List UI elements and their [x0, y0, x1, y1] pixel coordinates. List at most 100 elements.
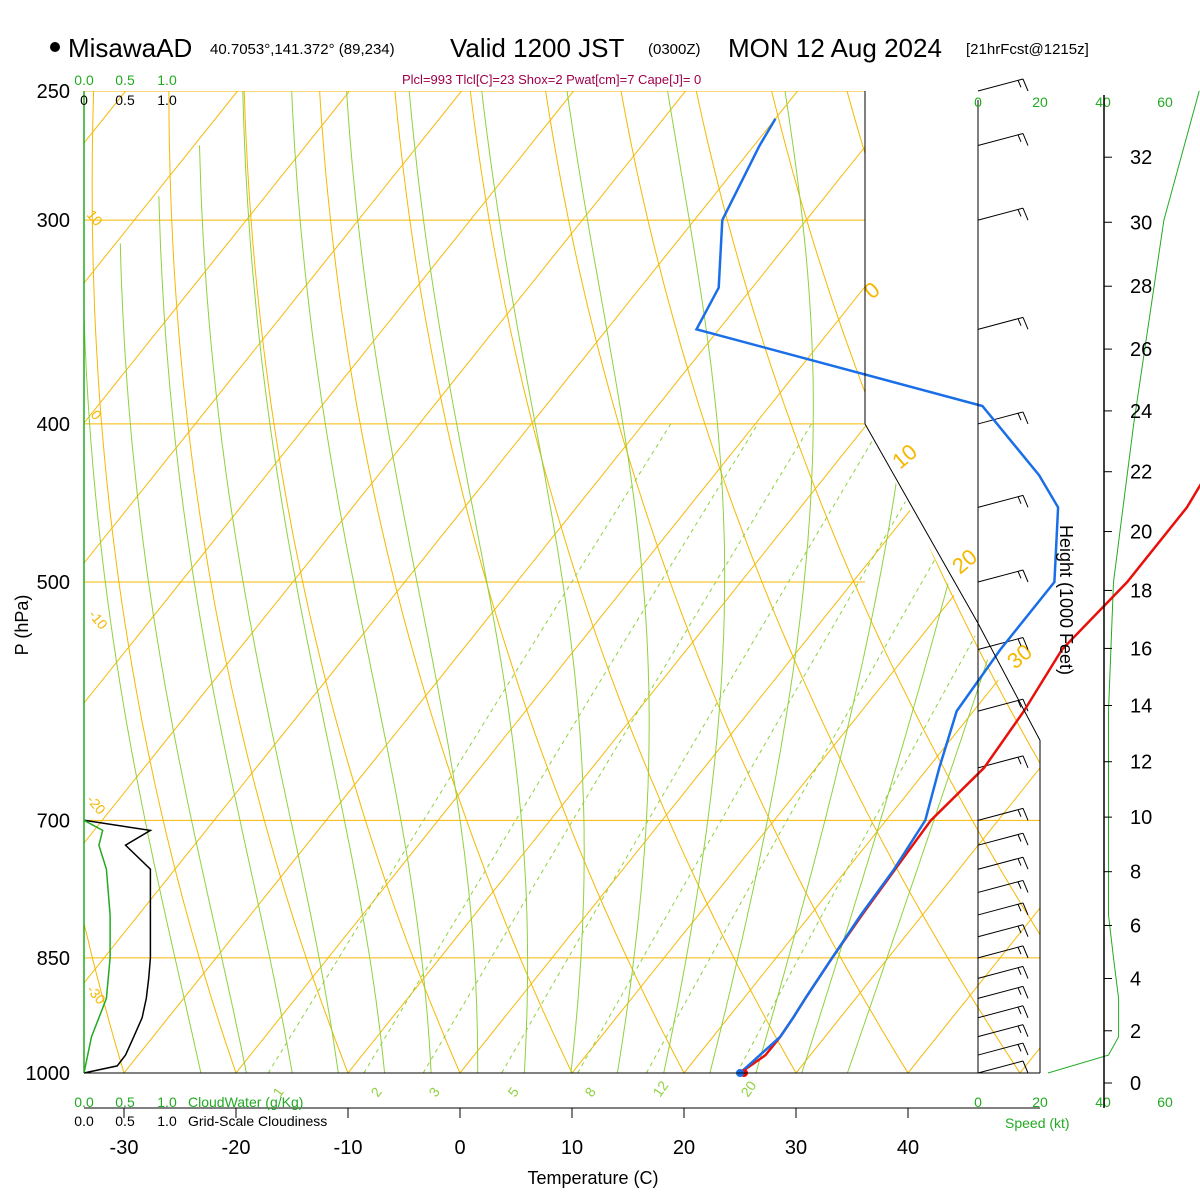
pressure-tick-label: 300: [37, 210, 70, 232]
wind-barb-flag: [1022, 945, 1029, 959]
wind-barb-staff: [977, 879, 1024, 893]
temperature-tick-label: 40: [897, 1137, 919, 1159]
wind-barb-flag: [1022, 569, 1029, 583]
wind-barb-half: [1017, 925, 1022, 934]
wind-barb: [977, 985, 1029, 999]
wind-barb-staff: [977, 316, 1024, 330]
temperature-tick-label: 30: [785, 1137, 807, 1159]
wind-barb-flag: [1022, 1005, 1029, 1018]
wind-barb: [977, 902, 1029, 916]
isotherm-line: [879, 91, 1040, 1073]
temperature-tick-label: -20: [222, 1137, 251, 1159]
wind-barb-flag: [1022, 495, 1029, 508]
cloudwater-profile: [83, 819, 111, 1074]
wind-barb: [977, 133, 1029, 146]
wind-barb-flag: [1022, 78, 1029, 92]
wind-barb-flag: [1022, 133, 1029, 146]
dewpoint-profile: [694, 118, 1060, 1074]
wind-barb-staff: [977, 856, 1024, 870]
wind-barb-half: [1017, 987, 1022, 995]
isotherm-line: [84, 91, 486, 1073]
moist-adiabat-line: [290, 91, 433, 1073]
cloudwater-top-tick: 1.0: [157, 72, 177, 88]
wind-barb-staff: [977, 902, 1024, 916]
height-tick-label: 30: [1130, 212, 1152, 234]
cloudiness-bottom-tick: 0.5: [115, 1113, 135, 1129]
moist-adiabat-line: [406, 91, 529, 1073]
dry-adiabat-line: [84, 91, 136, 1073]
wind-barb-flag: [1022, 857, 1029, 870]
wind-barb-half: [1017, 946, 1022, 955]
wind-barb-flag: [1022, 986, 1029, 999]
wind-barb-half: [1017, 858, 1022, 866]
speed-top-tick: 0: [974, 94, 982, 110]
height-axis-label: Height (1000 Feet): [1056, 525, 1076, 675]
wind-barb-staff: [977, 985, 1024, 999]
pressure-axis-label: P (hPa): [12, 595, 32, 656]
wind-barb-half: [1017, 809, 1022, 817]
wind-barb-flag: [1022, 1042, 1029, 1056]
temperature-tick-label: -30: [110, 1137, 139, 1159]
cloudwater-bottom-tick: 0.5: [115, 1094, 135, 1110]
pressure-tick-label: 850: [37, 948, 70, 970]
wind-barb: [977, 637, 1029, 650]
wind-speed-profile: [1047, 90, 1200, 1074]
height-tick-label: 26: [1130, 339, 1152, 361]
wind-barb: [977, 807, 1029, 821]
dry-adiabat-line: [91, 91, 249, 1073]
cloudiness-top-tick: 0.5: [115, 92, 135, 108]
height-tick-label: 12: [1130, 752, 1152, 774]
moist-adiabat-line: [344, 91, 479, 1073]
wind-barb-staff: [977, 807, 1024, 821]
moist-adiabat-line: [199, 145, 344, 1073]
pressure-tick-label: 1000: [26, 1063, 71, 1085]
wind-barb-half: [1017, 413, 1022, 421]
wind-barb-flag: [1022, 317, 1029, 330]
speed-bottom-tick: 40: [1095, 1094, 1111, 1110]
moist-adiabat-line: [242, 91, 389, 1073]
temperature-tick-label: -10: [334, 1137, 363, 1159]
speed-bottom-tick: 0: [974, 1094, 982, 1110]
isotherm-line: [84, 91, 374, 1073]
height-tick-label: 0: [1130, 1073, 1141, 1095]
height-tick-label: 28: [1130, 276, 1152, 298]
moist-adiabat-line: [700, 91, 814, 1073]
speed-top-tick: 40: [1095, 94, 1111, 110]
wind-barb-staff: [977, 924, 1024, 938]
forecast-date: MON 12 Aug 2024: [728, 33, 942, 63]
pressure-tick-label: 250: [37, 81, 70, 103]
wind-barb-half: [1017, 80, 1022, 88]
wind-barb-flag: [1022, 411, 1029, 425]
valid-time: Valid 1200 JST: [450, 33, 625, 63]
isotherm-line: [84, 91, 262, 1073]
cloudiness-top-tick: 1.0: [157, 92, 177, 108]
pressure-tick-label: 700: [37, 810, 70, 832]
wind-barb: [977, 879, 1029, 893]
dry-adiabat-line: [391, 91, 703, 1073]
mixing-ratio-line: [501, 423, 883, 1073]
speed-top-tick: 20: [1032, 94, 1048, 110]
wind-barb-flag: [1022, 637, 1029, 650]
height-tick-label: 32: [1130, 147, 1152, 169]
right-slant-frame: [864, 423, 1041, 1073]
wind-barb-half: [1017, 638, 1022, 647]
wind-barb: [977, 1060, 1029, 1074]
mixing-ratio-line: [422, 423, 812, 1073]
wind-barb: [977, 1005, 1029, 1019]
wind-barb-half: [1017, 209, 1022, 217]
isotherm-line: [95, 91, 934, 1073]
wind-barb-flag: [1022, 207, 1029, 221]
speed-axis-label: Speed (kt): [1005, 1115, 1070, 1131]
wind-barb-staff: [977, 832, 1024, 846]
zulu-time: (0300Z): [648, 41, 701, 58]
speed-top-tick: 60: [1157, 94, 1173, 110]
wind-barb-flag: [1022, 698, 1029, 712]
wind-barb-half: [1017, 1044, 1022, 1052]
speed-bottom-tick: 60: [1157, 1094, 1173, 1110]
cloudwater-bottom-tick: 1.0: [157, 1094, 177, 1110]
cloudiness-top-tick: 0: [80, 92, 88, 108]
wind-barb-flag: [1022, 833, 1029, 846]
